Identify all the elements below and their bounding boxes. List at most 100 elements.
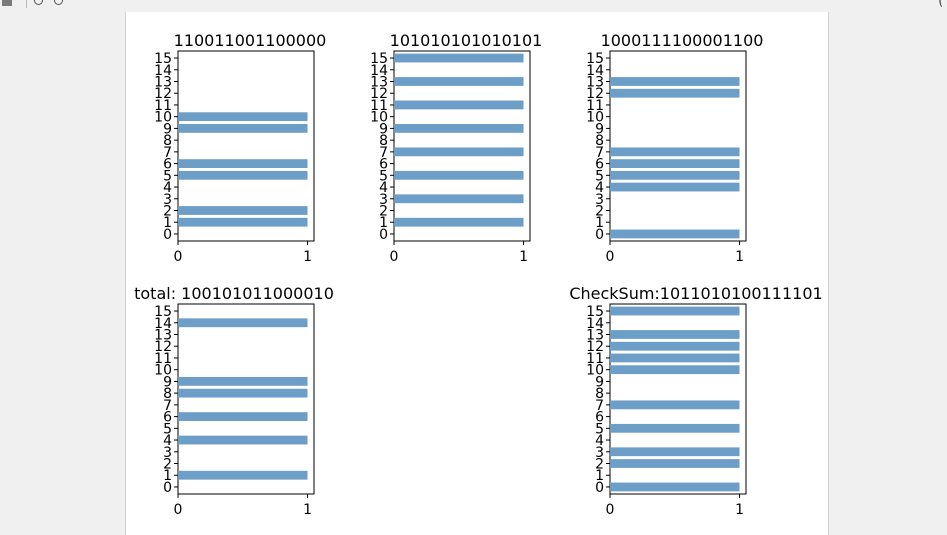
bar — [394, 100, 524, 110]
forward-icon[interactable] — [54, 0, 63, 5]
y-tick-label: 14 — [586, 316, 604, 332]
y-tick-label: 2 — [595, 204, 604, 220]
y-tick-label: 1 — [595, 215, 604, 231]
bar — [178, 112, 308, 122]
bar — [610, 88, 740, 98]
y-tick-label: 9 — [379, 121, 388, 137]
y-tick-label: 10 — [370, 110, 388, 126]
y-tick-label: 8 — [595, 386, 604, 402]
home-icon[interactable] — [2, 0, 12, 6]
y-tick-label: 11 — [586, 98, 604, 114]
bar — [394, 77, 524, 86]
x-tick-label: 0 — [606, 249, 615, 265]
y-tick-label: 11 — [154, 351, 172, 367]
axes-frame — [609, 303, 747, 495]
y-tick-label: 3 — [595, 192, 604, 208]
y-tick-label: 12 — [154, 339, 172, 355]
bar — [610, 341, 740, 351]
y-tick-label: 15 — [586, 51, 604, 67]
chart-title: 110011001100000 — [174, 31, 327, 50]
y-tick-label: 4 — [379, 180, 388, 196]
y-tick-label: 7 — [163, 145, 172, 161]
y-tick-label: 15 — [154, 51, 172, 67]
figure-canvas: 110011001100000 0 1 2 3 4 5 6 7 8 9 10 11 12 13 14 15 0 1 1… — [125, 12, 829, 535]
y-tick-label: 1 — [163, 215, 172, 231]
y-tick-label: 8 — [379, 133, 388, 149]
bar — [610, 159, 740, 168]
y-tick-label: 6 — [595, 410, 604, 426]
bar — [610, 182, 740, 192]
y-tick-label: 5 — [163, 421, 172, 437]
chart-title: total: 100101011000010 — [134, 284, 334, 303]
chart-title: 101010101010101 — [390, 31, 543, 50]
y-tick-label: 6 — [595, 157, 604, 173]
y-tick-label: 11 — [154, 98, 172, 114]
bar — [610, 365, 740, 375]
y-tick-label: 7 — [379, 145, 388, 161]
y-tick-label: 3 — [379, 192, 388, 208]
x-tick-label: 1 — [735, 502, 744, 518]
bar — [610, 170, 740, 180]
y-tick-label: 2 — [595, 457, 604, 473]
y-tick-label: 1 — [379, 215, 388, 231]
y-tick-label: 14 — [586, 63, 604, 79]
y-tick-label: 4 — [595, 433, 604, 449]
toolbar-separator — [26, 0, 27, 8]
bar — [178, 206, 308, 215]
y-tick-label: 5 — [595, 421, 604, 437]
y-tick-label: 6 — [163, 157, 172, 173]
y-tick-label: 15 — [154, 304, 172, 320]
back-icon[interactable] — [34, 0, 43, 5]
y-tick-label: 8 — [163, 133, 172, 149]
x-tick-label: 0 — [174, 502, 183, 518]
y-tick-label: 9 — [595, 121, 604, 137]
bar — [394, 53, 524, 63]
y-tick-label: 3 — [163, 192, 172, 208]
bar — [610, 400, 740, 410]
bar — [610, 353, 740, 363]
y-tick-label: 9 — [163, 121, 172, 137]
bar — [610, 482, 740, 492]
y-tick-label: 10 — [154, 110, 172, 126]
axes-frame — [609, 50, 747, 242]
y-tick-label: 6 — [163, 410, 172, 426]
y-tick-label: 13 — [370, 74, 388, 90]
y-tick-label: 10 — [586, 110, 604, 126]
y-tick-label: 7 — [163, 398, 172, 414]
bar — [610, 306, 740, 316]
bar — [178, 217, 308, 227]
bar — [178, 470, 308, 480]
y-tick-label: 14 — [154, 63, 172, 79]
bar — [178, 388, 308, 398]
y-tick-label: 2 — [163, 204, 172, 220]
bar — [610, 229, 740, 239]
y-tick-label: 7 — [595, 398, 604, 414]
y-tick-label: 4 — [595, 180, 604, 196]
chart-title: CheckSum:1011010100111101 — [569, 284, 822, 303]
y-tick-label: 5 — [379, 168, 388, 184]
y-tick-label: 5 — [163, 168, 172, 184]
axes-frame — [393, 50, 531, 242]
bar — [610, 77, 740, 86]
y-tick-label: 9 — [163, 374, 172, 390]
x-tick-label: 1 — [303, 502, 312, 518]
y-tick-label: 13 — [586, 74, 604, 90]
bar — [394, 217, 524, 227]
y-tick-label: 8 — [163, 386, 172, 402]
y-tick-label: 11 — [370, 98, 388, 114]
axes-frame — [177, 303, 315, 495]
y-tick-label: 7 — [595, 145, 604, 161]
y-tick-label: 9 — [595, 374, 604, 390]
x-tick-label: 1 — [519, 249, 528, 265]
y-tick-label: 4 — [163, 433, 172, 449]
bar — [178, 159, 308, 168]
y-tick-label: 2 — [379, 204, 388, 220]
y-tick-label: 4 — [163, 180, 172, 196]
y-tick-label: 10 — [586, 363, 604, 379]
bar — [178, 318, 308, 328]
y-tick-label: 3 — [595, 445, 604, 461]
